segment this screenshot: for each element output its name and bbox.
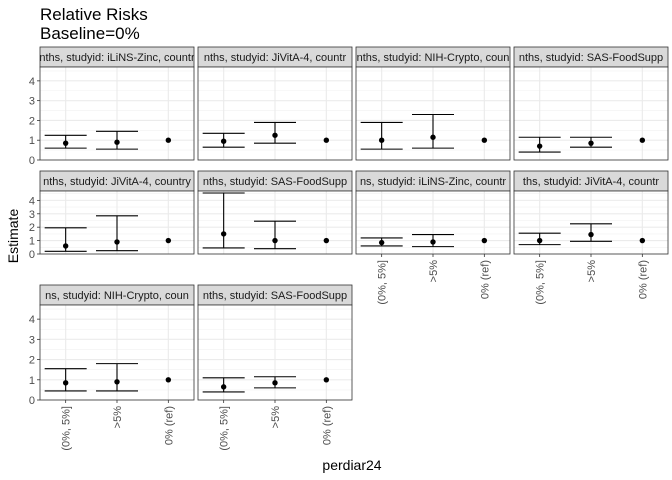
facet-strip-label: nths, studyid: SAS-FoodSupp	[519, 52, 663, 64]
facet-strip-label: nths, studyid: JiVitA-4, countr	[204, 52, 347, 64]
y-tick-label: 0	[29, 395, 35, 407]
x-tick-label: >5%	[270, 406, 282, 429]
facet-panel: nths, studyid: NIH-Crypto, coun	[355, 46, 511, 161]
x-tick-label: >5%	[586, 260, 598, 283]
estimate-point	[62, 380, 69, 386]
estimate-point	[481, 137, 488, 143]
facet-panel: ns, studyid: iLiNS-Zinc, countr (0%, 5%] >…	[355, 170, 511, 305]
estimate-point	[114, 139, 120, 145]
facet-strip-label: nths, studyid: JiVitA-4, country	[43, 176, 191, 188]
x-tick-label: >5%	[428, 260, 440, 283]
estimate-point	[378, 239, 385, 246]
panel-border	[513, 66, 669, 161]
estimate-point	[220, 384, 227, 390]
estimate-point	[62, 243, 69, 249]
y-tick-label: 2	[29, 222, 35, 234]
estimate-point	[639, 137, 646, 143]
y-tick-label: 2	[29, 115, 35, 127]
facet-panel: nths, studyid: JiVitA-4, country 01 23 4	[29, 170, 195, 261]
estimate-point	[323, 237, 330, 244]
x-tick-label: >5%	[112, 406, 124, 429]
facet-panel: nths, studyid: SAS-FoodSupp	[513, 46, 669, 161]
facet-strip-label: nths, studyid: iLiNS-Zinc, countr	[39, 52, 195, 64]
estimate-point	[639, 237, 646, 244]
y-tick-label: 3	[29, 334, 35, 346]
estimate-point	[272, 132, 278, 138]
facet-panel: nths, studyid: iLiNS-Zinc, countr 0 1 2 3 4	[29, 46, 195, 167]
y-tick-label: 3	[29, 209, 35, 221]
y-tick-label: 4	[29, 76, 35, 88]
facet-panel: ths, studyid: JiVitA-4, countr (0%, 5%] >5…	[513, 170, 669, 305]
estimate-point	[220, 231, 227, 237]
y-tick-label: 3	[29, 96, 35, 108]
estimate-point	[430, 134, 436, 140]
y-tick-label: 1	[29, 135, 35, 147]
facet-strip-label: ns, studyid: NIH-Crypto, coun	[45, 290, 189, 302]
facet-panel: nths, studyid: SAS-FoodSupp (0%, 5%] >5% 0%…	[197, 284, 353, 451]
y-tick-label: 4	[29, 195, 35, 207]
estimate-point	[588, 231, 594, 238]
panel-border	[197, 66, 353, 161]
facet-strip-label: ns, studyid: iLiNS-Zinc, countr	[360, 176, 506, 188]
y-tick-label: 0	[29, 249, 35, 261]
panel-border	[355, 66, 511, 161]
estimate-point	[165, 377, 172, 383]
y-tick-label: 1	[29, 375, 35, 387]
estimate-point	[272, 237, 278, 244]
y-axis-title: Estimate	[5, 209, 21, 264]
facet-panel: nths, studyid: JiVitA-4, countr	[197, 46, 353, 161]
estimate-point	[536, 237, 543, 244]
facet-panel: nths, studyid: SAS-FoodSupp	[197, 170, 353, 255]
panel-border	[197, 190, 353, 255]
chart-title: Relative Risks	[40, 5, 148, 24]
estimate-point	[536, 143, 543, 149]
facet-strip-label: nths, studyid: SAS-FoodSupp	[203, 176, 347, 188]
x-tick-label: (0%, 5%]	[61, 406, 73, 451]
facet-panel: ns, studyid: NIH-Crypto, coun 0 1 2 3 4 (0%, 5…	[29, 284, 195, 451]
x-tick-label: (0%, 5%]	[219, 406, 231, 451]
y-tick-label: 1	[29, 236, 35, 248]
y-tick-label: 2	[29, 355, 35, 367]
estimate-point	[114, 239, 120, 245]
estimate-point	[588, 140, 594, 146]
estimate-point	[272, 380, 278, 386]
estimate-point	[220, 138, 227, 144]
facet-strip-label: nths, studyid: NIH-Crypto, coun	[357, 52, 510, 64]
estimate-point	[165, 137, 172, 143]
panel-border	[39, 190, 195, 255]
estimate-point	[323, 377, 330, 383]
estimate-point	[430, 239, 436, 245]
estimate-point	[62, 140, 69, 146]
facet-strip-label: nths, studyid: SAS-FoodSupp	[203, 290, 347, 302]
x-tick-label: 0% (ref)	[637, 260, 649, 299]
panel-border	[39, 66, 195, 161]
x-tick-label: 0% (ref)	[321, 406, 333, 445]
chart-subtitle: Baseline=0%	[40, 24, 140, 43]
estimate-point	[378, 137, 385, 143]
x-tick-label: (0%, 5%]	[535, 260, 547, 305]
facet-strip-label: ths, studyid: JiVitA-4, countr	[523, 176, 659, 188]
estimate-point	[165, 237, 172, 244]
x-tick-label: 0% (ref)	[479, 260, 491, 299]
x-tick-label: (0%, 5%]	[377, 260, 389, 305]
estimate-point	[323, 137, 330, 143]
estimate-point	[114, 379, 120, 385]
estimate-point	[481, 237, 488, 244]
y-tick-label: 4	[29, 314, 35, 326]
y-tick-label: 0	[29, 155, 35, 167]
x-axis-title: perdiar24	[322, 457, 381, 473]
x-tick-label: 0% (ref)	[163, 406, 175, 445]
